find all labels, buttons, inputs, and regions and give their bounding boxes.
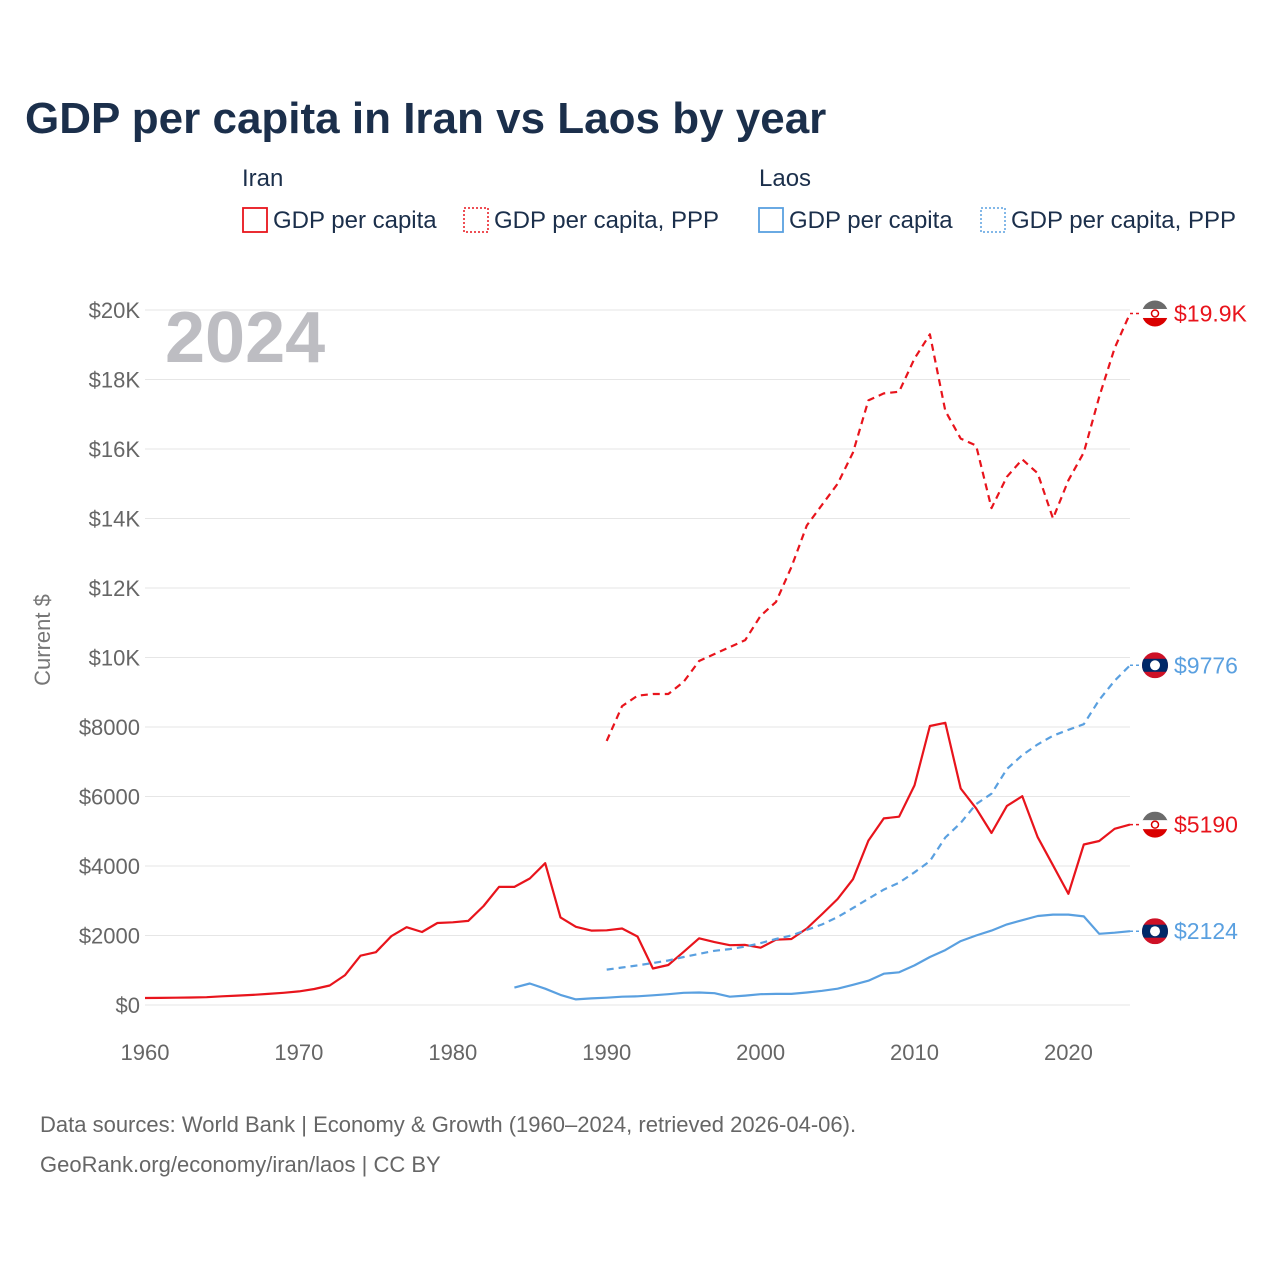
series-line-1 [144,721,1131,1000]
legend-item-laos-gdp: GDP per capita [789,207,953,234]
x-axis-ticks: 1960 1970 1980 1990 2000 2010 2020 [121,1040,1093,1065]
y-tick-label-6: $12K [89,576,141,601]
end-label-0: $19.9K [1174,300,1248,326]
chart-title: GDP per capita in Iran vs Laos by year [25,94,826,143]
legend-swatch-laos-gdp [758,207,784,233]
year-label: 2024 [165,298,325,378]
y-tick-label-7: $14K [89,507,141,532]
x-tick-label-1: 1970 [274,1040,323,1065]
series-line-2 [606,664,1131,971]
y-tick-label-5: $10K [89,646,141,671]
series-lines [144,313,1132,1001]
x-tick-label-5: 2010 [890,1040,939,1065]
series-line-3 [514,913,1131,1001]
y-tick-label-0: $0 [116,993,140,1018]
x-tick-label-4: 2000 [736,1040,785,1065]
y-axis-label: Current $ [30,594,55,686]
y-tick-label-1: $2000 [79,924,140,949]
legend-group-laos: Laos [759,165,811,192]
end-label-3: $2124 [1174,918,1238,944]
source-line-2: GeoRank.org/economy/iran/laos | CC BY [40,1152,441,1177]
series-end-markers: $19.9K $5190 $9776 $2124 [1130,300,1248,945]
y-tick-label-9: $18K [89,368,141,393]
y-tick-label-2: $4000 [79,854,140,879]
iran-flag-icon-1 [1142,811,1168,838]
series-line-0 [605,313,1132,742]
y-tick-label-4: $8000 [79,715,140,740]
y-tick-label-10: $20K [89,298,141,323]
legend-item-iran-ppp: GDP per capita, PPP [494,207,719,234]
source-line-1: Data sources: World Bank | Economy & Gro… [40,1112,856,1137]
x-tick-label-6: 2020 [1044,1040,1093,1065]
legend-item-iran-gdp: GDP per capita [273,207,437,234]
y-axis-ticks: $0 $2000 $4000 $6000 $8000 $10K $12K $14K $16K $1… [79,298,141,1018]
laos-flag-icon-2 [1142,652,1168,679]
y-tick-label-8: $16K [89,437,141,462]
gridlines [145,309,1130,1006]
legend-swatch-laos-ppp [980,207,1006,233]
x-tick-label-0: 1960 [121,1040,170,1065]
iran-flag-icon-0 [1142,300,1168,327]
legend-item-laos-ppp: GDP per capita, PPP [1011,207,1236,234]
x-tick-label-2: 1980 [428,1040,477,1065]
legend: Iran GDP per capita GDP per capita, PPP … [242,165,1236,234]
laos-flag-icon-3 [1142,918,1168,945]
end-label-2: $9776 [1174,652,1238,678]
y-tick-label-3: $6000 [79,785,140,810]
x-tick-label-3: 1990 [582,1040,631,1065]
legend-swatch-iran-gdp [242,207,268,233]
legend-group-iran: Iran [242,165,283,192]
end-label-1: $5190 [1174,812,1238,838]
legend-swatch-iran-ppp [463,207,489,233]
